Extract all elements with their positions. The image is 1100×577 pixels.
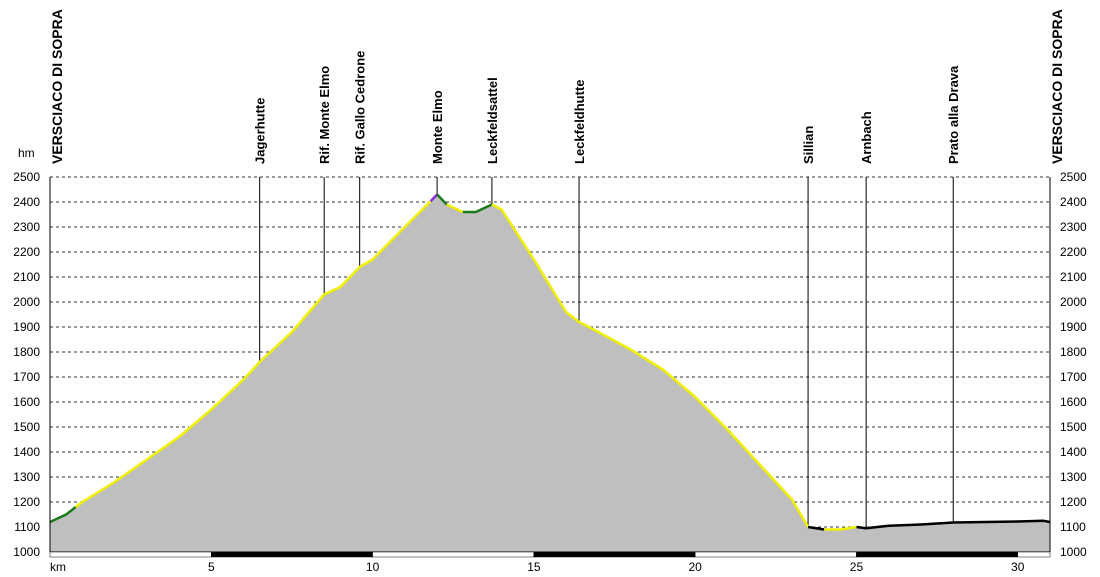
y-tick-label-right-1900: 1900 bbox=[1060, 320, 1087, 334]
km-scale-block-4 bbox=[694, 551, 857, 558]
profile-segment-0 bbox=[49, 506, 77, 524]
y-tick-label-left-1700: 1700 bbox=[13, 370, 40, 384]
y-tick-label-right-1300: 1300 bbox=[1060, 470, 1087, 484]
waypoint-label-7: Arnbach bbox=[859, 111, 874, 164]
km-scale-block-0 bbox=[49, 551, 212, 558]
end-location-label: VERSCIACO DI SOPRA bbox=[1049, 9, 1065, 164]
x-tick-label-30: 30 bbox=[1011, 560, 1025, 574]
y-tick-label-left-2300: 2300 bbox=[13, 220, 40, 234]
waypoint-label-3: Monte Elmo bbox=[430, 90, 445, 164]
profile-segment-2 bbox=[429, 193, 438, 203]
y-tick-label-left-1000: 1000 bbox=[13, 545, 40, 559]
x-tick-label-10: 10 bbox=[366, 560, 380, 574]
waypoint-label-1: Rif. Monte Elmo bbox=[317, 66, 332, 164]
waypoint-label-4: Leckfeldsattel bbox=[485, 77, 500, 164]
y-tick-label-right-1100: 1100 bbox=[1060, 520, 1086, 534]
x-tick-label-20: 20 bbox=[688, 560, 702, 574]
profile-segment-1 bbox=[75, 200, 432, 508]
y-tick-label-left-1900: 1900 bbox=[13, 320, 40, 334]
y-tick-labels-left: 1000 1100 1200 1300 1400 1500 1600 1700 1800 1900… bbox=[13, 170, 40, 559]
profile-area bbox=[50, 194, 1050, 552]
km-scale-block-6 bbox=[1017, 551, 1051, 558]
profile-segment-7 bbox=[807, 525, 825, 531]
y-unit-label: hm bbox=[18, 146, 35, 160]
y-tick-label-left-2400: 2400 bbox=[13, 195, 40, 209]
y-tick-label-left-1100: 1100 bbox=[14, 520, 40, 534]
y-tick-label-right-1200: 1200 bbox=[1060, 495, 1087, 509]
y-tick-label-right-2500: 2500 bbox=[1060, 170, 1087, 184]
y-tick-label-left-2500: 2500 bbox=[13, 170, 40, 184]
x-tick-label-15: 15 bbox=[527, 560, 541, 574]
waypoint-label-8: Prato alla Drava bbox=[946, 65, 961, 164]
y-tick-label-right-2000: 2000 bbox=[1060, 295, 1087, 309]
profile-segment-8 bbox=[824, 525, 857, 531]
y-tick-label-right-2200: 2200 bbox=[1060, 245, 1087, 259]
km-scale-block-5 bbox=[856, 551, 1018, 558]
waypoint-label-6: Sillian bbox=[801, 126, 816, 164]
y-tick-label-left-2100: 2100 bbox=[13, 270, 40, 284]
start-location-label: VERSCIACO DI SOPRA bbox=[49, 9, 65, 164]
y-tick-label-left-1200: 1200 bbox=[13, 495, 40, 509]
y-tick-labels-right: 1000 1100 1200 1300 1400 1500 1600 1700 1800 1900… bbox=[1060, 170, 1087, 559]
y-tick-label-left-2200: 2200 bbox=[13, 245, 40, 259]
y-tick-label-right-2100: 2100 bbox=[1060, 270, 1087, 284]
y-tick-label-left-1800: 1800 bbox=[13, 345, 40, 359]
y-tick-label-right-2300: 2300 bbox=[1060, 220, 1087, 234]
profile-segment-4 bbox=[446, 203, 464, 214]
y-tick-label-right-1700: 1700 bbox=[1060, 370, 1087, 384]
km-scale-block-2 bbox=[372, 551, 535, 558]
waypoint-label-2: Rif. Gallo Cedrone bbox=[353, 51, 368, 164]
km-scale-block-3 bbox=[533, 551, 696, 558]
y-tick-label-right-1400: 1400 bbox=[1060, 445, 1087, 459]
profile-segment-5 bbox=[462, 203, 493, 214]
y-tick-label-left-1400: 1400 bbox=[13, 445, 40, 459]
profile-segment-3 bbox=[436, 193, 448, 206]
y-tick-label-left-2000: 2000 bbox=[13, 295, 40, 309]
profile-segment-6 bbox=[491, 203, 810, 528]
waypoint-label-0: Jagerhutte bbox=[253, 98, 268, 164]
y-tick-label-right-1600: 1600 bbox=[1060, 395, 1087, 409]
x-tick-label-25: 25 bbox=[850, 560, 864, 574]
waypoint-label-5: Leckfeldhutte bbox=[572, 79, 587, 164]
y-tick-label-right-1000: 1000 bbox=[1060, 545, 1087, 559]
x-tick-labels: 5 10 15 20 25 30 bbox=[208, 560, 1025, 574]
y-tick-label-right-1500: 1500 bbox=[1060, 420, 1087, 434]
elevation-fill bbox=[50, 194, 1050, 552]
km-scale-block-1 bbox=[211, 551, 373, 558]
x-unit-label: km bbox=[50, 560, 66, 574]
profile-segment-9 bbox=[856, 519, 1051, 530]
waypoint-markers: Jagerhutte Rif. Monte Elmo Rif. Gallo Cedr… bbox=[253, 51, 961, 529]
profile-line-segments bbox=[49, 193, 1051, 531]
axes bbox=[49, 177, 1051, 558]
y-tick-label-left-1300: 1300 bbox=[13, 470, 40, 484]
y-tick-label-right-1800: 1800 bbox=[1060, 345, 1087, 359]
x-tick-label-5: 5 bbox=[208, 560, 215, 574]
y-tick-label-right-2400: 2400 bbox=[1060, 195, 1087, 209]
y-tick-label-left-1600: 1600 bbox=[13, 395, 40, 409]
y-tick-label-left-1500: 1500 bbox=[13, 420, 40, 434]
